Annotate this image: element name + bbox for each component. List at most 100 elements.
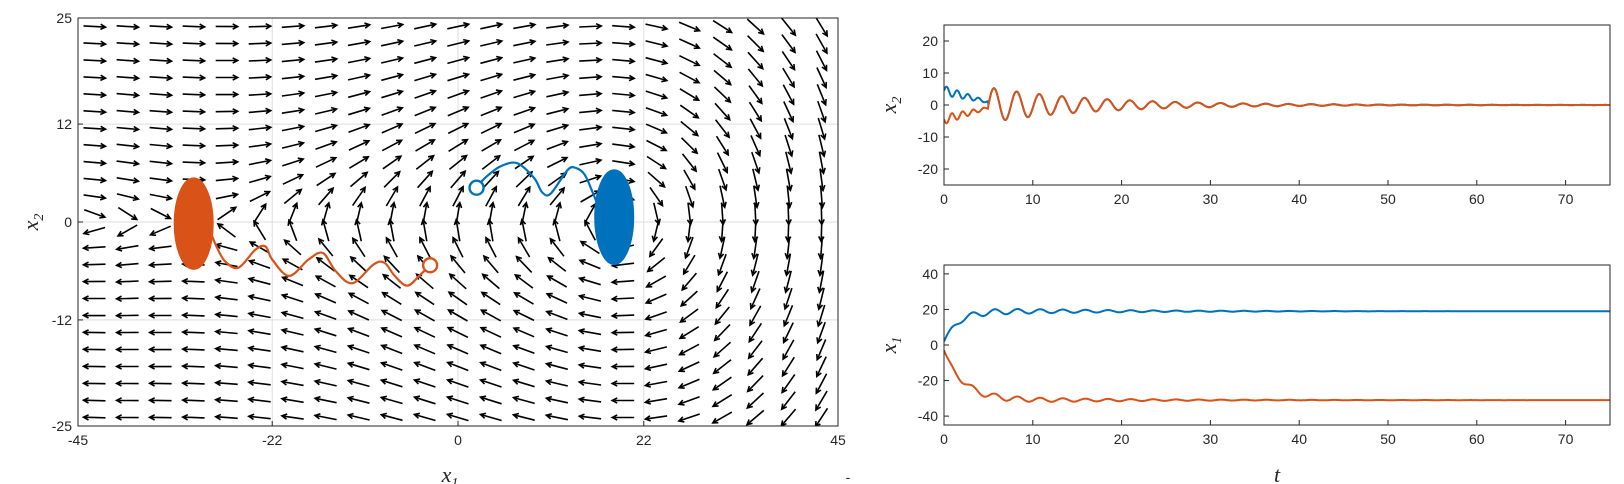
vector-arrow bbox=[148, 225, 172, 237]
vector-arrow bbox=[517, 236, 531, 258]
vector-arrow bbox=[648, 238, 664, 258]
vector-arrow bbox=[783, 118, 794, 141]
vector-arrow bbox=[182, 57, 207, 65]
vector-arrow bbox=[577, 362, 602, 369]
vector-arrow bbox=[645, 123, 668, 134]
vector-arrow bbox=[114, 261, 139, 269]
vector-arrow bbox=[116, 160, 141, 167]
vector-arrow bbox=[83, 159, 108, 167]
vector-arrow bbox=[749, 118, 762, 140]
x2-time-x-tick-label: 60 bbox=[1469, 191, 1485, 207]
x1-time-x-tick-label: 0 bbox=[940, 431, 948, 447]
vector-arrow bbox=[281, 90, 306, 97]
vector-arrow bbox=[147, 278, 172, 286]
vector-arrow bbox=[114, 346, 139, 353]
vector-arrow bbox=[712, 36, 733, 51]
vector-arrow bbox=[283, 239, 302, 256]
vector-arrow bbox=[514, 155, 535, 170]
vector-arrow bbox=[445, 412, 469, 422]
vector-arrow bbox=[579, 240, 600, 255]
vector-arrow bbox=[448, 154, 468, 171]
vector-arrow bbox=[746, 18, 765, 36]
x2-time-y-tick-label: 10 bbox=[922, 65, 938, 81]
vector-arrow bbox=[717, 253, 727, 277]
vector-arrow bbox=[347, 309, 370, 321]
vector-arrow bbox=[182, 91, 207, 99]
vector-arrow bbox=[716, 152, 729, 174]
vector-arrow bbox=[215, 175, 240, 183]
vector-arrow bbox=[414, 89, 438, 99]
vector-arrow bbox=[147, 244, 172, 252]
vector-arrow bbox=[479, 309, 502, 322]
vector-arrow bbox=[577, 293, 602, 302]
vector-arrow bbox=[213, 413, 238, 421]
vector-arrow bbox=[380, 326, 403, 338]
vector-arrow bbox=[610, 380, 635, 387]
vector-arrow bbox=[784, 134, 794, 158]
vector-arrow bbox=[479, 344, 502, 355]
vector-arrow bbox=[381, 122, 404, 134]
vector-arrow bbox=[214, 260, 238, 268]
vector-arrow bbox=[610, 295, 635, 303]
vector-arrow bbox=[547, 256, 567, 272]
vector-arrow bbox=[81, 397, 106, 404]
vector-arrow bbox=[412, 378, 436, 388]
vector-arrow bbox=[81, 312, 106, 319]
vector-arrow bbox=[783, 287, 793, 311]
vector-arrow bbox=[719, 202, 727, 227]
vector-arrow bbox=[281, 56, 306, 64]
vector-arrow bbox=[684, 236, 694, 260]
vector-arrow bbox=[747, 51, 764, 71]
x1-time-x-tick-label: 10 bbox=[1025, 431, 1041, 447]
vector-arrow bbox=[313, 344, 337, 354]
vector-arrow bbox=[546, 73, 570, 81]
vector-arrow bbox=[414, 21, 438, 30]
vector-arrow bbox=[81, 414, 106, 421]
trajectory-line bbox=[205, 230, 431, 287]
vector-arrow bbox=[486, 218, 494, 242]
vector-arrow bbox=[610, 363, 635, 370]
vector-arrow bbox=[83, 142, 108, 150]
vector-arrow bbox=[315, 256, 336, 272]
vector-arrow bbox=[577, 379, 602, 386]
vector-arrow bbox=[481, 154, 502, 170]
phase-y-tick-label: -25 bbox=[52, 418, 72, 434]
vector-arrow bbox=[348, 274, 369, 289]
vector-arrow bbox=[81, 346, 106, 353]
phase-x-tick-label: 45 bbox=[830, 432, 846, 448]
vector-arrow bbox=[117, 206, 139, 221]
vector-arrow bbox=[545, 292, 568, 304]
vector-arrow bbox=[380, 38, 405, 47]
vector-arrow bbox=[815, 390, 828, 412]
vector-arrow bbox=[149, 177, 174, 184]
vector-arrow bbox=[482, 254, 499, 274]
phase-x-tick-label: 0 bbox=[454, 432, 462, 448]
vector-arrow bbox=[785, 151, 794, 175]
vector-arrow bbox=[645, 90, 669, 100]
vector-arrow bbox=[381, 72, 405, 82]
vector-arrow bbox=[214, 242, 238, 252]
vector-arrow bbox=[322, 201, 331, 225]
vector-arrow bbox=[610, 278, 635, 286]
vector-arrow bbox=[748, 322, 763, 344]
vector-arrow bbox=[512, 361, 535, 371]
vector-arrow bbox=[413, 326, 436, 338]
vector-arrow bbox=[714, 306, 730, 326]
vector-arrow bbox=[315, 156, 338, 168]
vector-arrow bbox=[315, 140, 338, 150]
vector-arrow bbox=[511, 412, 535, 421]
vector-arrow bbox=[355, 201, 364, 225]
vector-arrow bbox=[81, 244, 106, 252]
vector-arrow bbox=[479, 326, 502, 338]
vector-arrow bbox=[513, 139, 536, 152]
vector-arrow bbox=[545, 310, 568, 321]
vector-arrow bbox=[646, 155, 667, 170]
vector-arrow bbox=[485, 236, 497, 258]
vector-arrow bbox=[579, 107, 603, 115]
vector-arrow bbox=[513, 89, 537, 99]
vector-arrow bbox=[680, 120, 700, 137]
vector-arrow bbox=[478, 378, 502, 388]
x2-time-series bbox=[944, 85, 1610, 125]
vector-arrow bbox=[116, 74, 141, 82]
vector-arrow bbox=[610, 346, 635, 353]
